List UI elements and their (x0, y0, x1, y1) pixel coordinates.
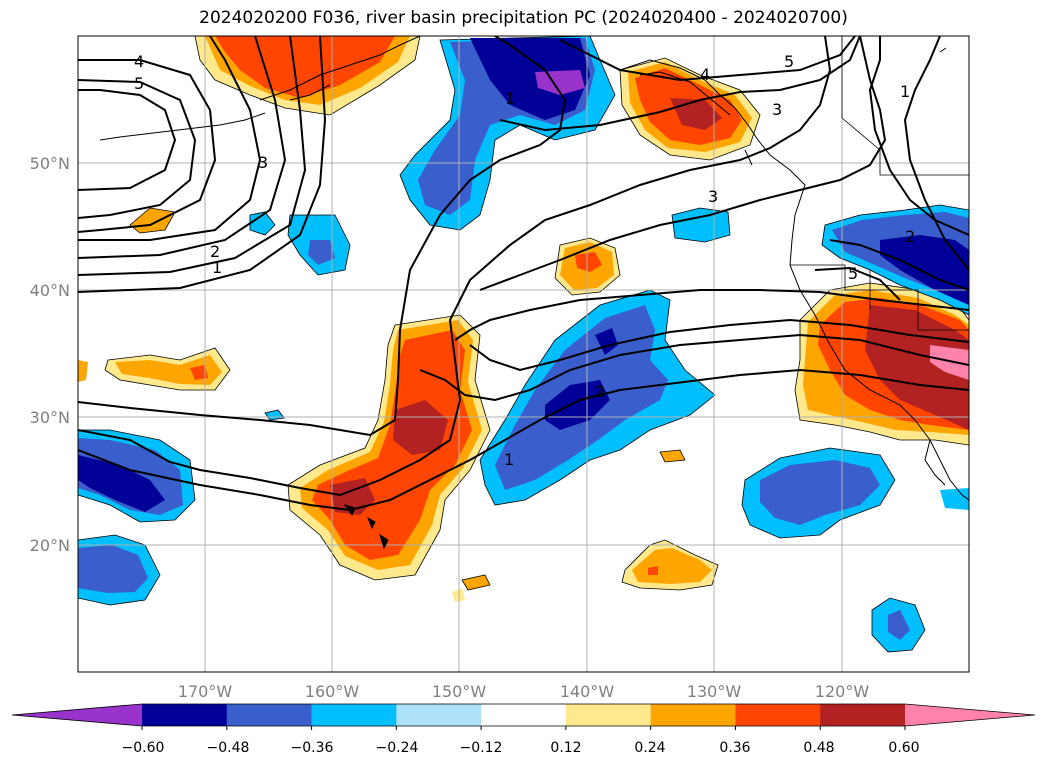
lat-label-20n: 20°N (30, 536, 70, 555)
contour-label: 1 (900, 82, 910, 101)
contour-labels: 4 5 3 2 1 1 4 5 3 1 3 2 5 2 1 (134, 52, 915, 469)
latitude-labels: 50°N 40°N 30°N 20°N (30, 154, 70, 555)
colorbar-extend-max (905, 704, 1035, 726)
cold-anomaly-west (78, 429, 196, 606)
lon-label-130w: 130°W (687, 682, 742, 701)
lat-label-30n: 30°N (30, 408, 70, 427)
contour-label: 2 (905, 227, 915, 246)
map-frame (77, 35, 970, 673)
warm-anomaly-central-plume (287, 314, 491, 581)
contour-label: 5 (848, 264, 858, 283)
warm-anomaly-hawaii-dot (461, 574, 491, 591)
shading-layer (78, 36, 969, 653)
contour-label: 3 (258, 153, 268, 172)
coastlines (99, 36, 969, 550)
lon-label-150w: 150°W (432, 682, 487, 701)
contour-label: 4 (134, 52, 144, 71)
warm-anomaly-dot (659, 449, 686, 463)
lat-label-50n: 50°N (30, 154, 70, 173)
colorbar-segment (481, 704, 567, 726)
gridlines (78, 36, 969, 672)
lat-label-40n: 40°N (30, 281, 70, 300)
map-panel: 4 5 3 2 1 1 4 5 3 1 3 2 5 2 1 (77, 35, 970, 673)
colorbar-tick-label: −0.60 (122, 740, 165, 756)
colorbar-tick-label: 0.24 (634, 740, 665, 756)
lon-label-170w: 170°W (178, 682, 233, 701)
colorbar-segment (311, 704, 397, 726)
cold-anomaly-southeast (741, 447, 896, 539)
warm-anomaly-south (621, 539, 719, 591)
lon-label-120w: 120°W (815, 682, 870, 701)
contour-lines (78, 36, 969, 512)
contour-label: 5 (784, 52, 794, 71)
colorbar-tick-label: 0.48 (803, 740, 834, 756)
colorbar-tick-label: −0.48 (207, 740, 250, 756)
contour-label: 1 (212, 258, 222, 277)
lon-label-140w: 140°W (560, 682, 615, 701)
colorbar-segment (226, 704, 313, 726)
contour-label: 3 (772, 100, 782, 119)
colorbar-ticks: −0.60 −0.48 −0.36 −0.24 −0.12 0.12 0.24 … (122, 740, 920, 756)
contour-label: 1 (504, 450, 514, 469)
warm-anomaly-west-small (78, 347, 231, 391)
warm-anomaly-california (794, 282, 969, 446)
colorbar-segment (650, 704, 736, 726)
colorbar-segment (396, 704, 482, 726)
contour-label: 4 (700, 65, 710, 84)
contour-label: 2 (595, 382, 605, 401)
cold-anomaly-south (871, 597, 926, 653)
contour-label: 5 (134, 74, 144, 93)
longitude-labels: 170°W 160°W 150°W 140°W 130°W 120°W (178, 682, 870, 701)
colorbar-segment (735, 704, 821, 726)
contour-label: 2 (210, 242, 220, 261)
colorbar-extend-min (12, 704, 142, 726)
colorbar-tick-label: 0.36 (719, 740, 750, 756)
colorbar-segment (565, 704, 652, 726)
contour-label: 1 (505, 89, 515, 108)
cold-anomaly-north (399, 36, 616, 231)
colorbar-segment (142, 704, 228, 726)
colorbar-tick-label: −0.36 (291, 740, 334, 756)
lon-label-160w: 160°W (305, 682, 360, 701)
colorbar-tick-label: −0.24 (376, 740, 419, 756)
colorbar-tick-label: 0.12 (550, 740, 581, 756)
colorbar-segment (820, 704, 906, 726)
map-title: 2024020200 F036, river basin precipitati… (199, 8, 848, 28)
colorbar (11, 703, 1036, 730)
cold-anomaly-baja (940, 488, 969, 510)
colorbar-tick-label: 0.60 (888, 740, 919, 756)
contour-label: 3 (708, 187, 718, 206)
colorbar-tick-label: −0.12 (460, 740, 503, 756)
cold-anomaly-offshore (671, 207, 731, 243)
cold-anomaly-great-basin (821, 204, 969, 316)
